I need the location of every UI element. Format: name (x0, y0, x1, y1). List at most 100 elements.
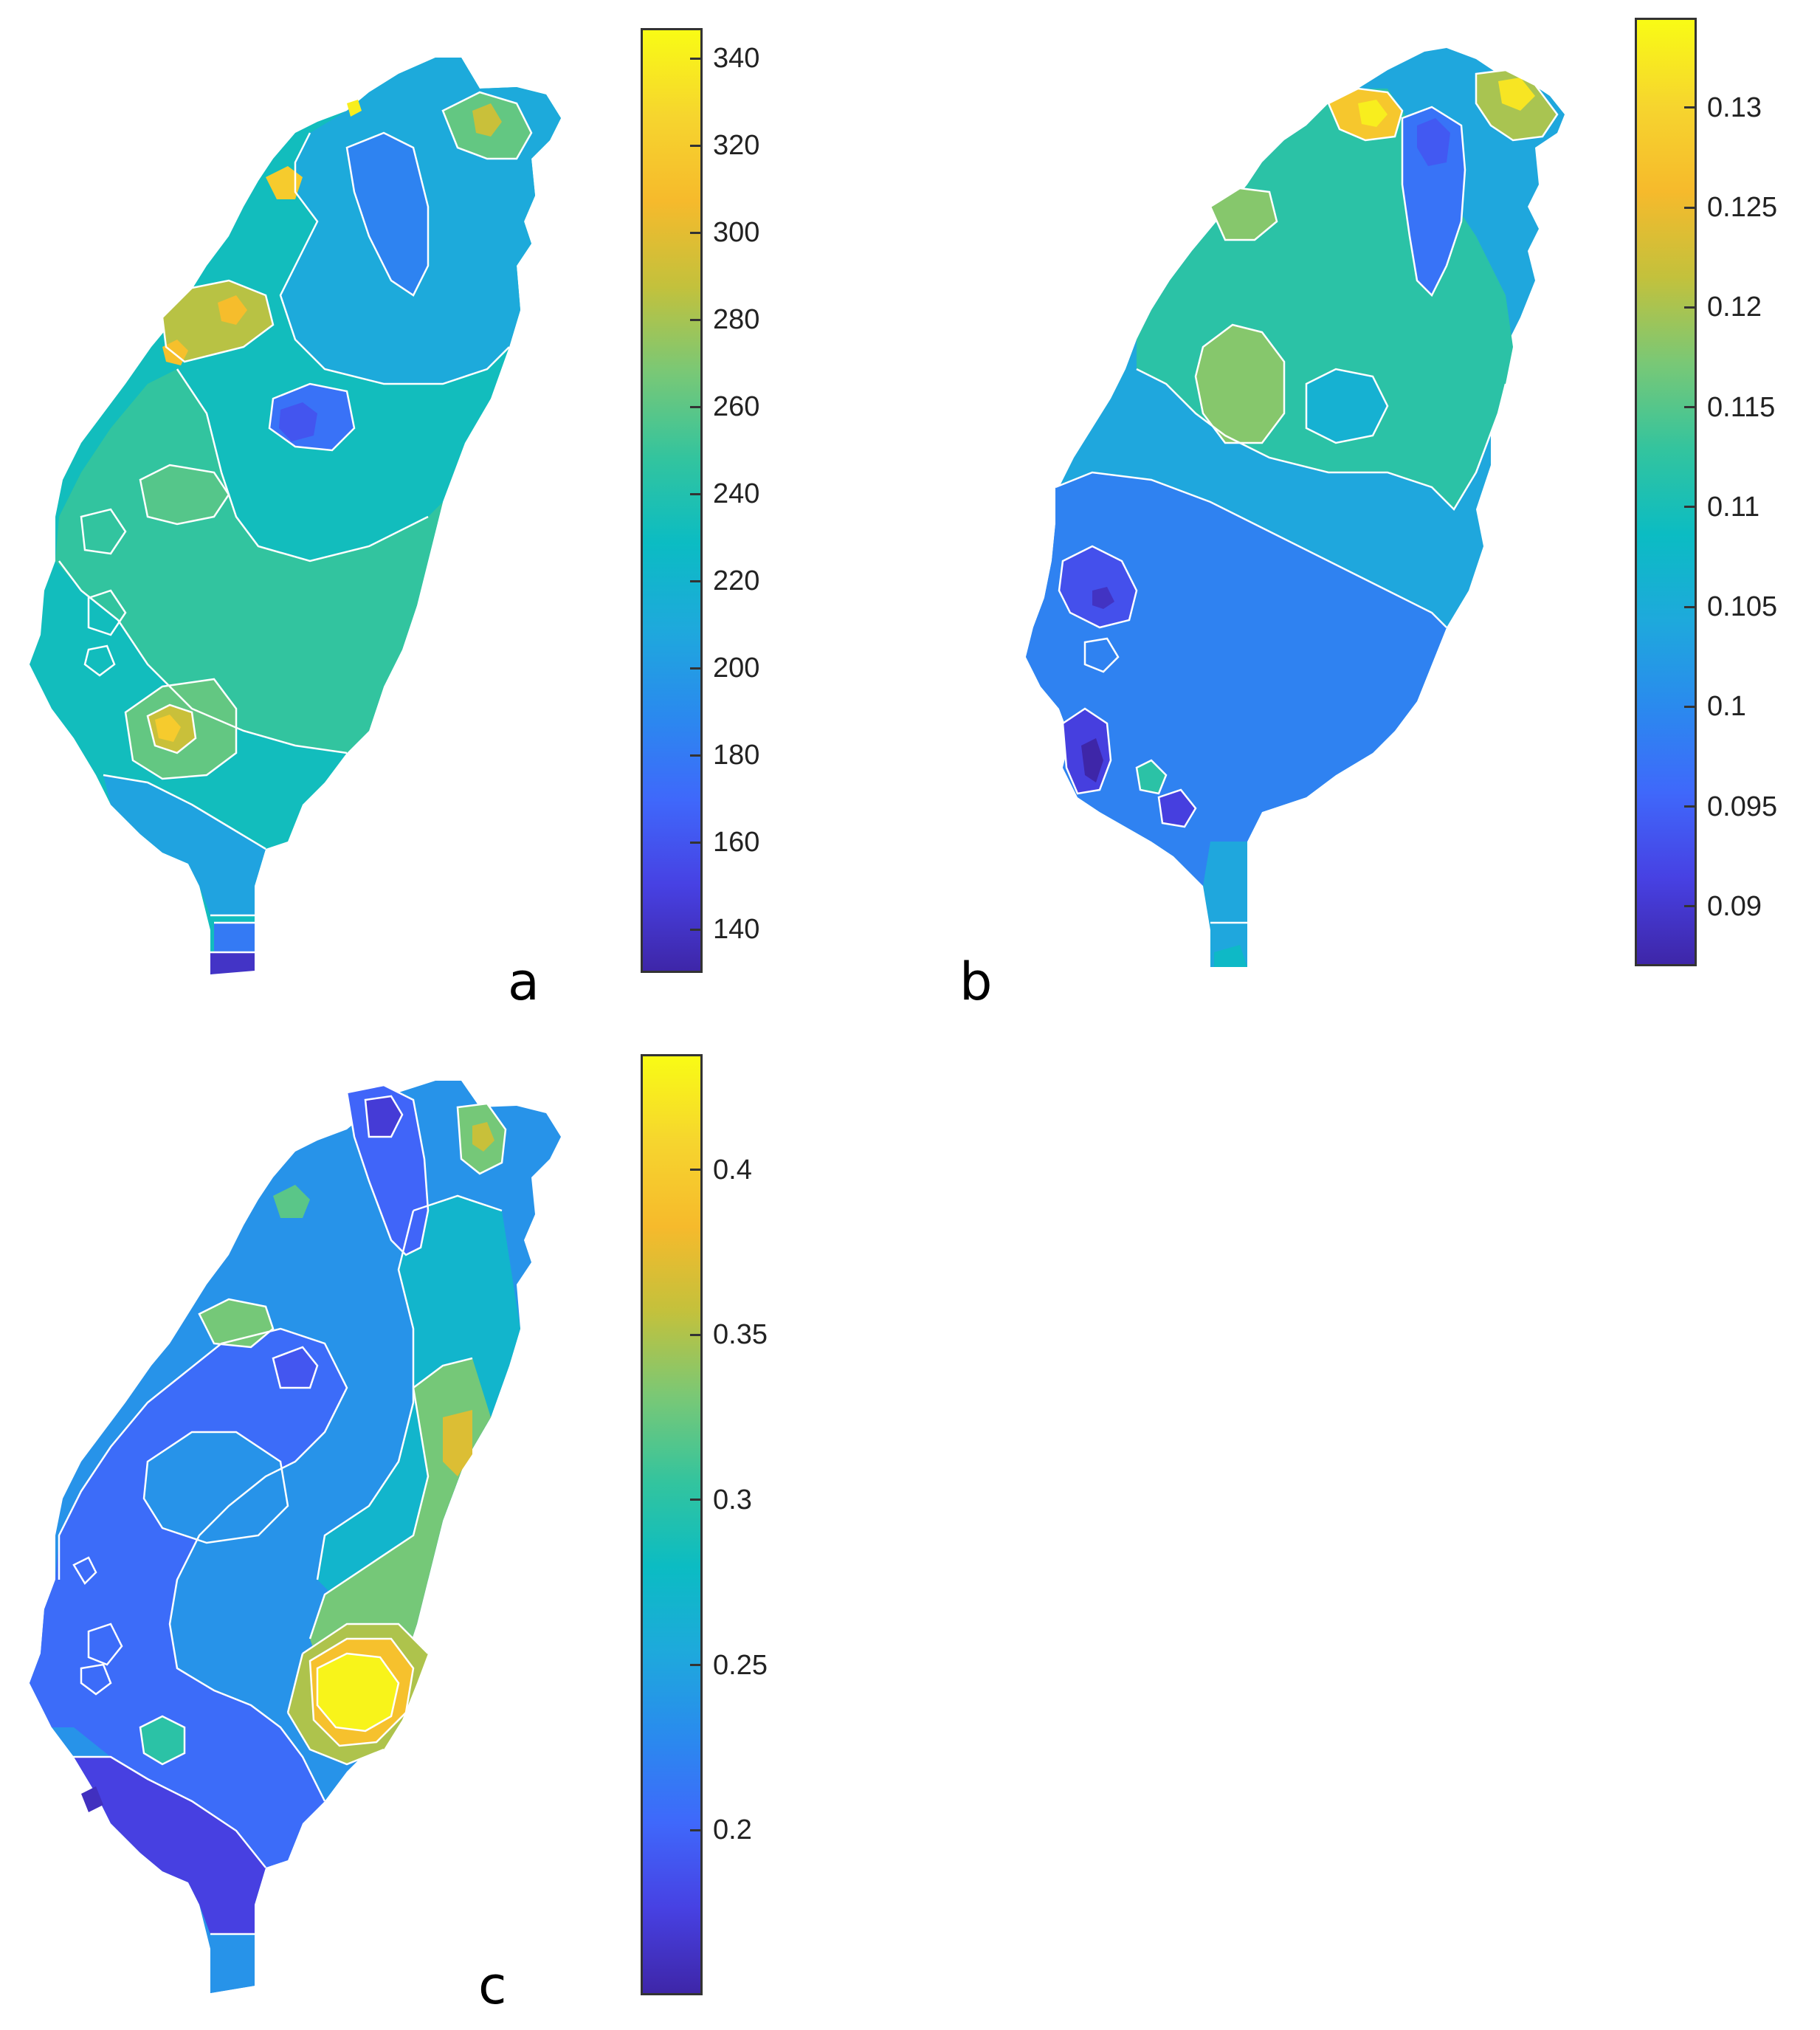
region-sw-low (1026, 472, 1447, 886)
colorbar-b-tick-label: 0.12 (1707, 292, 1762, 323)
region-north-tip-core (1358, 100, 1388, 127)
region-east-hot (443, 1410, 472, 1476)
colorbar-a-tick (690, 754, 700, 757)
region-south-tip (214, 923, 255, 952)
colorbar-b-tick (1684, 506, 1695, 509)
region-north-low (347, 133, 428, 295)
contour-map-b (1026, 48, 1565, 967)
colorbar-a-tick-label: 280 (713, 304, 760, 336)
colorbar-b-tick-label: 0.1 (1707, 691, 1746, 723)
colorbar-b-tick-label: 0.125 (1707, 192, 1778, 223)
colorbar-b-tick (1684, 306, 1695, 309)
panel-label-a: a (508, 952, 540, 1012)
colorbar-b-tick-label: 0.13 (1707, 92, 1762, 123)
colorbar-c-tick-label: 0.3 (713, 1484, 752, 1515)
colorbar-a-tick (690, 667, 700, 670)
region-sw-hole-core (1092, 587, 1114, 609)
colorbar-c-tick (690, 1169, 700, 1171)
region-north-tip-2 (347, 100, 362, 117)
panel-c: c 0.2 0.25 0.3 0.35 0.4 (0, 1019, 915, 2030)
region-sw-low (66, 1757, 266, 1934)
colorbar-c-tick-label: 0.25 (713, 1649, 768, 1681)
colorbar-a (641, 28, 703, 973)
region-central-hole (273, 1347, 317, 1388)
colorbar-a-tick (690, 57, 700, 60)
colorbar-b-tick-label: 0.11 (1707, 491, 1760, 523)
colorbar-a-tick-label: 200 (713, 653, 760, 684)
panel-b: b 0.09 0.095 0.1 0.105 0.11 0.115 0.12 0.125 0.1… (915, 0, 1820, 1019)
region-sw-hole (1059, 546, 1137, 627)
region-ne-peak (1498, 78, 1535, 111)
colorbar-a-tick-label: 220 (713, 565, 760, 597)
colorbar-a-tick (690, 841, 700, 844)
island-c (30, 1081, 561, 1993)
colorbar-b-tick (1684, 605, 1695, 608)
region-central-hole-core (279, 402, 317, 441)
colorbar-c (641, 1054, 703, 1995)
region-nw-hotspot (162, 281, 273, 362)
panel-label-b: b (959, 952, 993, 1012)
region-central-wide (144, 1432, 288, 1543)
colorbar-a-tick (690, 144, 700, 147)
colorbar-b-tick (1684, 406, 1695, 409)
colorbar-c-tick (690, 1499, 700, 1501)
region-ne-low-core (1417, 118, 1450, 166)
colorbar-c-tick-label: 0.4 (713, 1154, 752, 1186)
island-a (30, 58, 561, 974)
colorbar-a-tick-label: 140 (713, 914, 760, 945)
colorbar-c-tick (690, 1333, 700, 1336)
colorbar-b-tick-label: 0.095 (1707, 791, 1778, 822)
colorbar-b-tick (1684, 705, 1695, 708)
colorbar-a-tick-label: 240 (713, 478, 760, 510)
colorbar-b-tick (1684, 805, 1695, 808)
colorbar-a-tick (690, 318, 700, 321)
colorbar-a-tick-label: 160 (713, 827, 760, 859)
region-nw-hot-2 (273, 1185, 310, 1218)
region-s-hole-2 (1159, 790, 1196, 827)
panel-label-c: c (478, 1955, 507, 2016)
region-nw-peak (218, 295, 247, 325)
region-sw-hot (140, 1716, 185, 1764)
contour-lines-c (58, 1084, 507, 1936)
colorbar-a-tick-label: 340 (713, 43, 760, 75)
region-ne-low (1402, 107, 1465, 295)
colorbar-b (1635, 18, 1697, 966)
colorbar-b-tick-label: 0.105 (1707, 591, 1778, 623)
colorbar-b-tick (1684, 905, 1695, 908)
colorbar-a-tick (690, 405, 700, 408)
colorbar-a-tick (690, 928, 700, 931)
contour-map-a (30, 58, 561, 974)
colorbar-a-tick-label: 260 (713, 391, 760, 423)
colorbar-c-tick-label: 0.2 (713, 1814, 752, 1846)
region-se-peak (317, 1654, 399, 1731)
colorbar-a-tick-label: 320 (713, 130, 760, 162)
contour-map-c (30, 1081, 561, 1993)
colorbar-b-tick (1684, 206, 1695, 209)
region-center-low (1306, 369, 1388, 443)
region-south-tip (210, 1934, 255, 1993)
region-nw-hot-2 (1210, 188, 1277, 240)
region-south-tip-low (1214, 945, 1247, 967)
colorbar-c-tick-label: 0.35 (713, 1319, 768, 1351)
colorbar-a-tick (690, 231, 700, 234)
contour-lines-a (58, 91, 533, 954)
colorbar-b-tick (1684, 106, 1695, 109)
region-ne-low-core (365, 1096, 402, 1137)
region-sw-hole (81, 1786, 103, 1812)
region-west-plain (55, 369, 443, 753)
colorbar-b-tick-label: 0.115 (1707, 391, 1776, 423)
region-south-tip (1210, 842, 1247, 967)
region-ne-peak (472, 103, 502, 137)
region-sw-peak (155, 715, 181, 742)
region-north-tip (266, 166, 303, 199)
region-southern-tip (210, 952, 255, 974)
region-cw-hill (140, 465, 229, 524)
island-b (1026, 48, 1565, 967)
colorbar-c-tick (690, 1828, 700, 1831)
colorbar-c-tick (690, 1664, 700, 1667)
region-south-low (103, 775, 266, 915)
panel-a: a 140 160 180 200 220 240 260 280 300 320 340 (0, 0, 915, 1019)
region-s-hole-core (1081, 738, 1103, 782)
colorbar-b-tick-label: 0.09 (1707, 890, 1762, 922)
colorbar-a-tick-label: 300 (713, 217, 760, 249)
